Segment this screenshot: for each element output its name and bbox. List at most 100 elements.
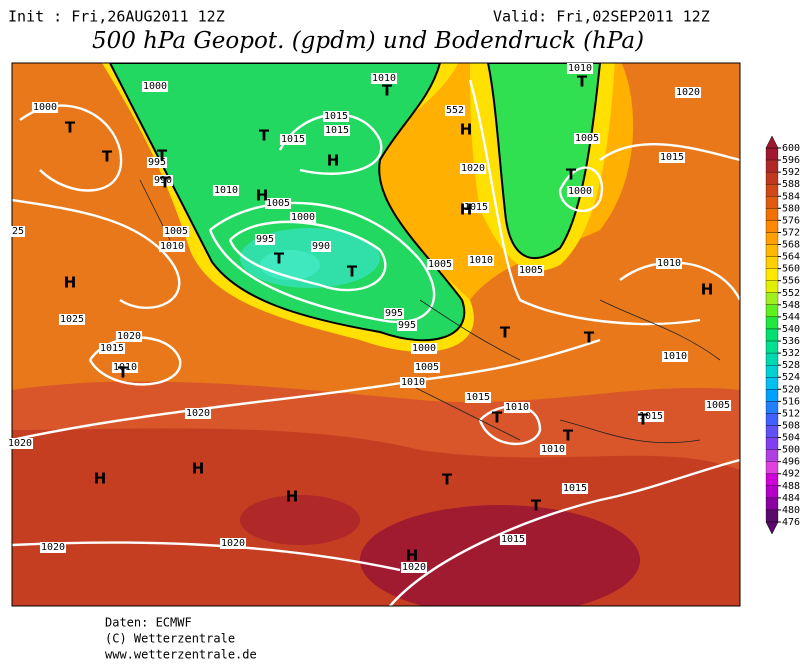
colorbar-tick-label: 556 — [782, 276, 800, 287]
isobar-label-bg — [219, 538, 247, 549]
colorbar-tick-label: 508 — [782, 420, 800, 431]
isobar-label: 990 — [154, 175, 172, 186]
isobar-label: 1005 — [164, 226, 188, 237]
colorbar-tick-label: 500 — [782, 445, 800, 456]
pressure-center: T — [160, 174, 171, 192]
colorbar-band — [765, 473, 779, 486]
isobar-label-bg — [459, 163, 487, 174]
isobar-label-bg — [289, 212, 317, 223]
colorbar-end — [765, 135, 779, 149]
isobar-label: 1020 — [41, 542, 65, 553]
colorbar-tick-label: 524 — [782, 372, 800, 383]
isobar-label-bg — [146, 157, 168, 168]
isobar-label-bg — [517, 265, 545, 276]
footer-line: www.wetterzentrale.de — [105, 648, 257, 662]
isobar-label: 1005 — [706, 400, 730, 411]
colorbar-band — [765, 425, 779, 438]
isobar-label: 1015 — [325, 125, 349, 136]
isobar-label-bg — [322, 111, 350, 122]
colorbar-band — [765, 365, 779, 378]
colorbar-band — [765, 328, 779, 342]
isobar-label-bg — [566, 186, 594, 197]
colorbar-band — [765, 389, 779, 402]
isobar-label: 1015 — [501, 534, 525, 545]
isobar-label: 1015 — [639, 411, 663, 422]
isobar-label: 1015 — [660, 152, 684, 163]
pressure-center: T — [531, 497, 542, 515]
isobar-label: 25 — [12, 226, 24, 237]
isobar-label-bg — [467, 255, 495, 266]
isobar-label-bg — [661, 351, 689, 362]
isobar-label: 1005 — [519, 265, 543, 276]
colorbar-tick-label: 484 — [782, 493, 800, 504]
footer-line: (C) Wetterzentrale — [105, 632, 235, 646]
isobar-label-bg — [410, 343, 438, 354]
isobar-label: 995 — [148, 157, 166, 168]
isobar-label: 1015 — [466, 392, 490, 403]
isobar-label: 1010 — [113, 362, 137, 373]
isobar-label-bg — [58, 314, 86, 325]
colorbar-band — [765, 304, 779, 318]
pressure-center: T — [259, 127, 270, 145]
isobar-label: 1010 — [214, 185, 238, 196]
pressure-center: H — [701, 281, 714, 299]
pressure-center: T — [65, 119, 76, 137]
isobar-label-bg — [184, 408, 212, 419]
isobar-label: 1005 — [575, 133, 599, 144]
isobar-label-bg — [499, 534, 527, 545]
colorbar-tick-label: 548 — [782, 300, 800, 311]
isobar-label: 1000 — [291, 212, 315, 223]
colorbar-tick-label: 480 — [782, 505, 800, 516]
colorbar-band — [765, 449, 779, 462]
isobar-label-bg — [152, 175, 174, 186]
isobar-label: 1010 — [401, 377, 425, 388]
pressure-center: T — [442, 471, 453, 489]
colorbar-tick-label: 560 — [782, 264, 800, 275]
isobar-label: 1010 — [657, 258, 681, 269]
isobar-label-bg — [212, 185, 240, 196]
isobar-label: 1020 — [402, 562, 426, 573]
colorbar-tick-label: 516 — [782, 396, 800, 407]
isobar-label: 1015 — [100, 343, 124, 354]
isobar-label-bg — [462, 202, 490, 213]
isobar-label-bg — [10, 226, 26, 237]
isobar-label-bg — [444, 105, 466, 116]
isobar-label-bg — [279, 134, 307, 145]
colorbar-band — [765, 316, 779, 330]
isobar-label: 1010 — [372, 73, 396, 84]
isobar-label-bg — [561, 483, 589, 494]
isobar-label-bg — [426, 259, 454, 270]
colorbar-band — [765, 377, 779, 390]
isobar-label: 1020 — [676, 87, 700, 98]
isobar-label-bg — [704, 400, 732, 411]
colorbar-band — [765, 352, 779, 366]
colorbar-tick-label: 596 — [782, 155, 800, 166]
isobar-label-bg — [370, 73, 398, 84]
isobar-label: 995 — [385, 308, 403, 319]
colorbar-band — [765, 340, 779, 354]
isobar-label: 1025 — [60, 314, 84, 325]
pressure-center: T — [577, 73, 588, 91]
colorbar-band — [765, 485, 779, 499]
colorbar-tick-label: 536 — [782, 336, 800, 347]
isobar-label: 1015 — [281, 134, 305, 145]
isobar-label: 1005 — [266, 198, 290, 209]
isobar-label: 1010 — [505, 402, 529, 413]
isobar-label-bg — [503, 402, 531, 413]
pressure-center: H — [64, 274, 77, 292]
colorbar-tick-label: 552 — [782, 288, 800, 299]
colorbar-band — [765, 208, 779, 221]
isobar-label-bg — [674, 87, 702, 98]
pressure-center: T — [157, 147, 168, 165]
pressure-center: H — [460, 121, 473, 139]
colorbar-tick-label: 544 — [782, 312, 800, 323]
pressure-center: T — [492, 409, 503, 427]
isobar-label: 1015 — [563, 483, 587, 494]
isobar-label-bg — [464, 392, 492, 403]
colorbar-band — [765, 244, 779, 257]
colorbar-band — [765, 497, 779, 511]
isobar-label-bg — [637, 411, 665, 422]
isobar-label-bg — [115, 331, 143, 342]
isobar-label: 1020 — [8, 438, 32, 449]
